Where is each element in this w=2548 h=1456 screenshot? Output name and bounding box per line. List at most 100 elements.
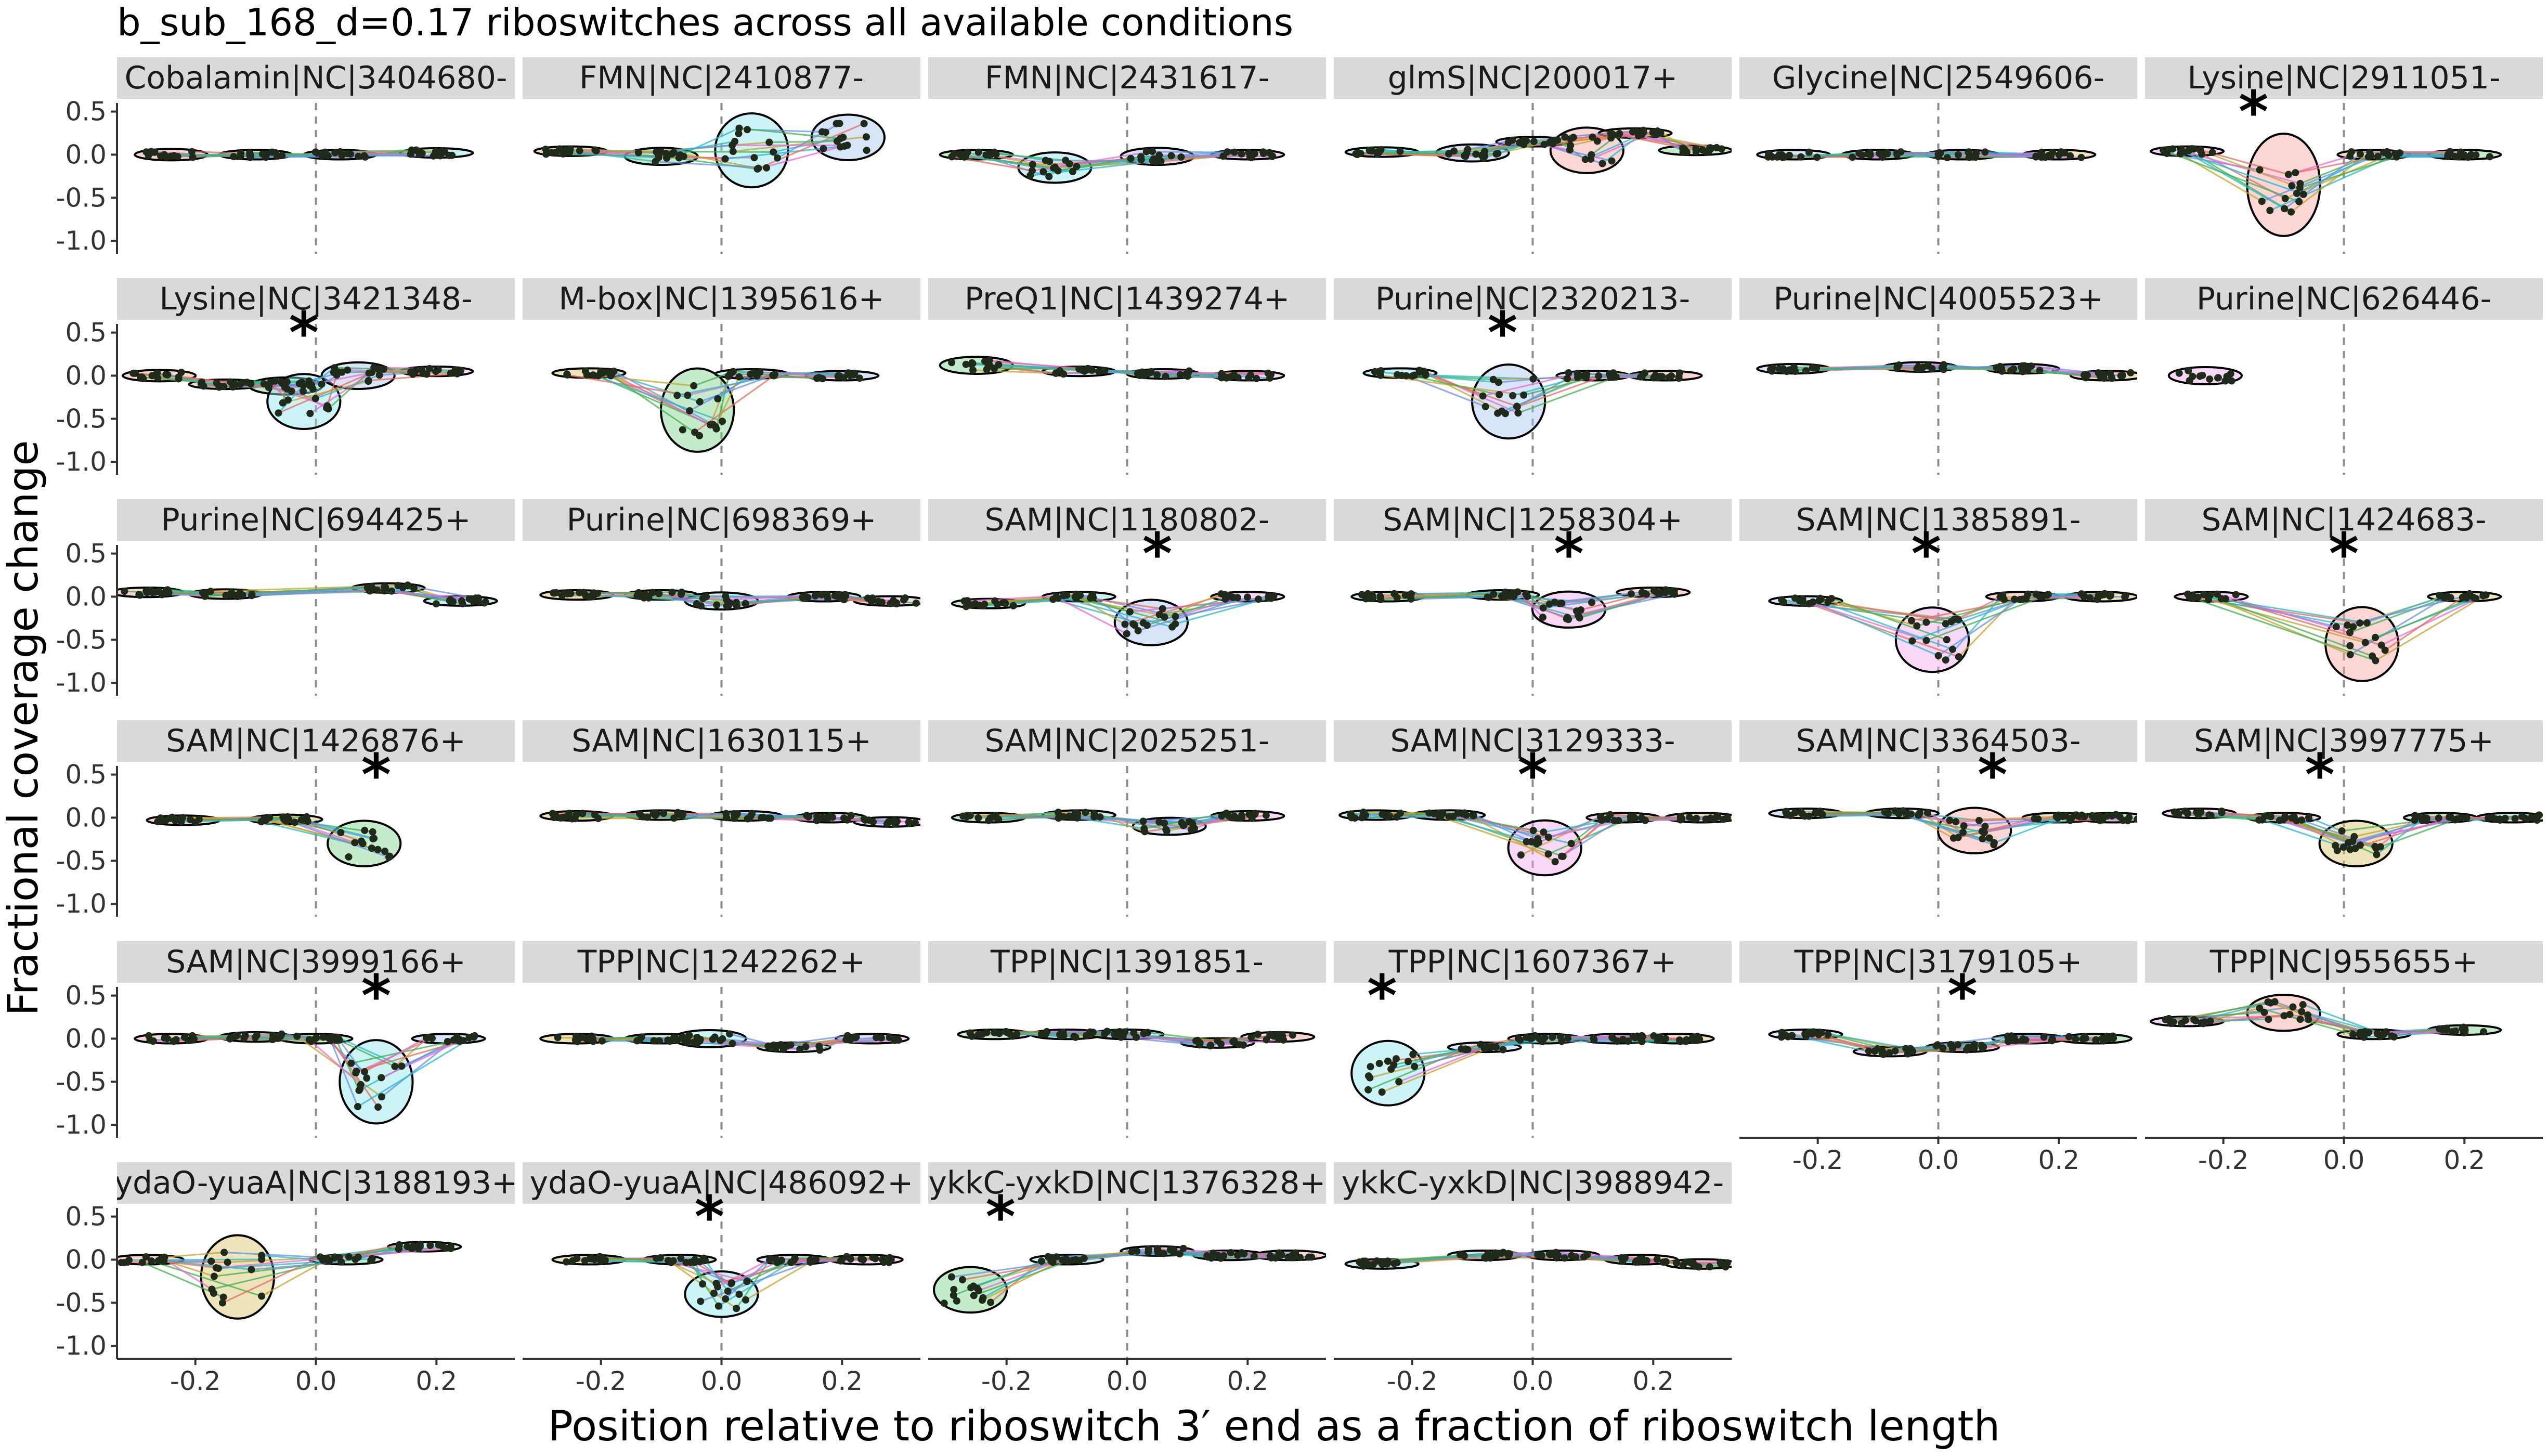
data-point <box>985 150 993 158</box>
data-point <box>1217 1040 1225 1048</box>
data-point <box>2293 817 2300 825</box>
condition-line <box>1927 812 1964 834</box>
data-point <box>1305 1253 1312 1261</box>
condition-line <box>2163 149 2299 203</box>
data-point <box>2295 198 2303 205</box>
data-point <box>712 1279 720 1287</box>
data-point <box>1182 370 1190 378</box>
condition-line <box>1422 370 1519 414</box>
data-point <box>1516 1036 1524 1044</box>
data-point <box>2374 152 2382 160</box>
data-point <box>1179 1244 1187 1252</box>
condition-line <box>2349 597 2446 633</box>
condition-line <box>699 374 773 402</box>
condition-line <box>218 1258 372 1269</box>
facet-panel: PreQ1|NC|1439274+ <box>928 278 1326 475</box>
data-point <box>1855 149 1863 157</box>
y-tick-label: -1.0 <box>56 226 107 256</box>
data-point <box>2100 591 2108 599</box>
data-point <box>2289 1003 2297 1011</box>
condition-line <box>1982 1039 2052 1049</box>
condition-line <box>173 1038 230 1043</box>
data-point <box>2350 833 2358 840</box>
data-point <box>1029 161 1036 168</box>
data-point <box>2190 145 2198 153</box>
data-point <box>696 432 704 439</box>
data-point <box>1180 822 1188 829</box>
data-point <box>151 371 159 379</box>
data-point <box>207 1257 215 1265</box>
data-point <box>1564 1034 1572 1042</box>
data-point <box>284 815 292 823</box>
data-point <box>2197 808 2205 816</box>
facet-panel: Purine|NC|694425+ 0.5 0.0 -0.5 -1.0 <box>56 499 515 698</box>
data-point <box>1943 636 1951 644</box>
data-point <box>374 846 382 853</box>
condition-line <box>356 1039 464 1072</box>
condition-line <box>717 1258 771 1288</box>
data-point <box>374 365 382 373</box>
facet-strip <box>928 1162 1326 1204</box>
data-point <box>333 371 341 379</box>
data-point <box>1296 1254 1304 1262</box>
data-point <box>189 153 197 161</box>
data-point <box>1923 809 1931 817</box>
data-point <box>885 1258 893 1266</box>
data-point <box>1559 852 1567 860</box>
data-point <box>1276 1031 1284 1039</box>
data-point <box>1394 371 1401 379</box>
data-point <box>1813 153 1821 161</box>
condition-line <box>212 1260 330 1290</box>
condition-line <box>309 368 379 414</box>
data-point <box>1959 828 1967 836</box>
data-point <box>1238 811 1245 819</box>
data-point <box>262 153 270 161</box>
data-point <box>603 368 610 376</box>
significance-star: * <box>1367 963 1397 1029</box>
data-point <box>879 1256 887 1264</box>
data-point <box>2377 641 2385 649</box>
condition-line <box>2261 151 2387 202</box>
data-point <box>1401 591 1409 599</box>
facet-panel: ykkC-yxkD|NC|1376328+* -0.2 0.0 0.2 <box>928 1162 1326 1396</box>
data-point <box>1364 1086 1372 1094</box>
data-point <box>1948 645 1956 653</box>
data-point <box>1802 1032 1810 1040</box>
data-point <box>777 1256 785 1264</box>
significance-star: * <box>1978 742 2008 808</box>
facet-strip-label: PreQ1|NC|1439274+ <box>965 281 1290 317</box>
facet-panel: Cobalamin|NC|3404680- 0.5 0.0 -0.5 -1.0 <box>56 57 515 256</box>
facet-strip <box>2145 499 2543 541</box>
data-point <box>1936 149 1944 157</box>
data-point <box>1227 1249 1234 1257</box>
data-point <box>2356 619 2364 627</box>
condition-line <box>1517 376 1617 414</box>
condition-line <box>161 1258 215 1277</box>
data-point <box>1479 392 1487 400</box>
data-point <box>410 584 418 592</box>
data-point <box>1777 1033 1785 1041</box>
data-point <box>1253 374 1260 382</box>
data-point <box>744 815 751 823</box>
data-point <box>1140 1030 1148 1037</box>
condition-line <box>1517 373 1610 408</box>
data-point <box>338 151 346 159</box>
data-point <box>693 600 700 608</box>
data-point <box>863 147 870 154</box>
data-point <box>711 1033 719 1041</box>
facet-strip <box>523 499 920 541</box>
data-point <box>1268 593 1276 601</box>
data-point <box>1498 1250 1505 1257</box>
facet-strip-label: M-box|NC|1395616+ <box>558 281 885 317</box>
data-point <box>353 1068 360 1075</box>
data-point <box>2460 1029 2468 1037</box>
condition-line <box>1958 817 2035 838</box>
data-point <box>1504 138 1512 146</box>
data-point <box>721 155 729 163</box>
condition-line <box>982 1260 1051 1299</box>
data-point <box>2175 369 2183 377</box>
data-point <box>579 810 587 817</box>
data-point <box>2122 592 2129 600</box>
data-point <box>1520 391 1528 399</box>
data-point <box>2280 1012 2288 1020</box>
